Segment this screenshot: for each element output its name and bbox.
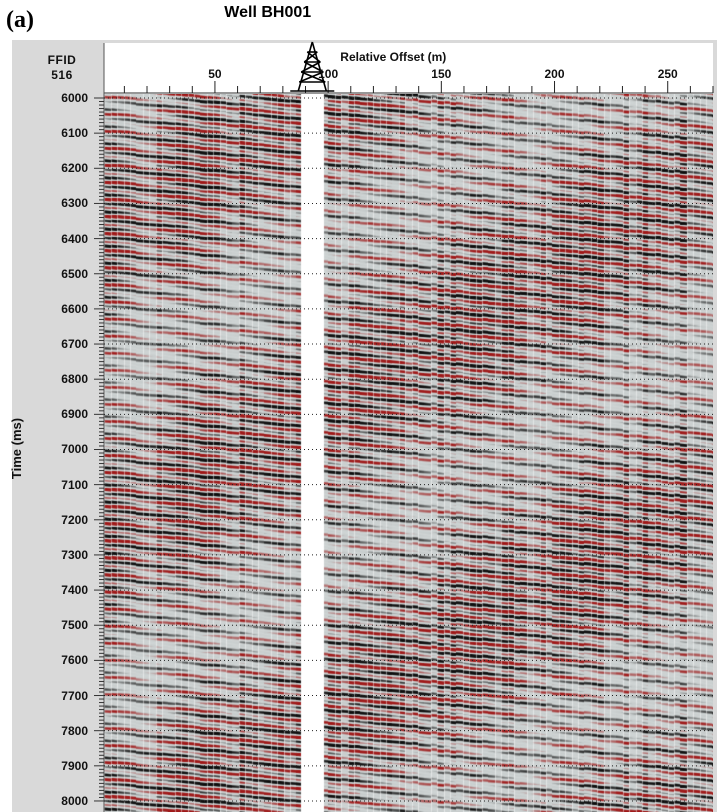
y-tick-label: 7600 (61, 653, 88, 668)
ffid-label: FFID (47, 53, 77, 67)
y-tick-label: 8000 (61, 793, 88, 808)
y-tick-label: 6800 (61, 372, 88, 387)
y-tick-label: 6200 (61, 161, 88, 176)
y-tick-label: 7400 (61, 583, 88, 598)
y-tick-label: 6700 (61, 337, 88, 352)
x-tick-label: 50 (208, 67, 222, 81)
well-derrick-icon (290, 41, 335, 92)
x-tick-label: 200 (544, 67, 565, 81)
x-axis-label: Relative Offset (m) (340, 50, 447, 64)
y-tick-label: 7200 (61, 512, 88, 527)
y-tick-label: 7100 (61, 477, 88, 492)
y-tick-label: 7800 (61, 723, 88, 738)
seismic-wiggle-image (104, 94, 713, 812)
x-tick-label: 250 (657, 67, 678, 81)
x-tick-label: 100 (318, 67, 339, 81)
y-tick-label: 7000 (61, 442, 88, 457)
y-tick-label: 7300 (61, 547, 88, 562)
seismic-section (104, 94, 713, 812)
y-tick-label: 6300 (61, 196, 88, 211)
x-tick-label: 150 (431, 67, 452, 81)
y-tick-label: 6400 (61, 231, 88, 246)
panel-label: (a) (6, 7, 34, 33)
well-title: Well BH001 (224, 4, 312, 21)
ffid-value: 516 (51, 68, 73, 82)
y-tick-label: 7500 (61, 618, 88, 633)
y-tick-label: 7900 (61, 758, 88, 773)
y-tick-label: 6000 (61, 91, 88, 105)
y-tick-label: 6500 (61, 266, 88, 281)
y-tick-label: 6900 (61, 407, 88, 422)
y-tick-label: 7700 (61, 688, 88, 703)
x-axis-strip (104, 43, 713, 92)
y-axis-label: Time (ms) (9, 418, 25, 480)
y-tick-label: 6100 (61, 126, 88, 141)
y-tick-label: 6600 (61, 301, 88, 316)
